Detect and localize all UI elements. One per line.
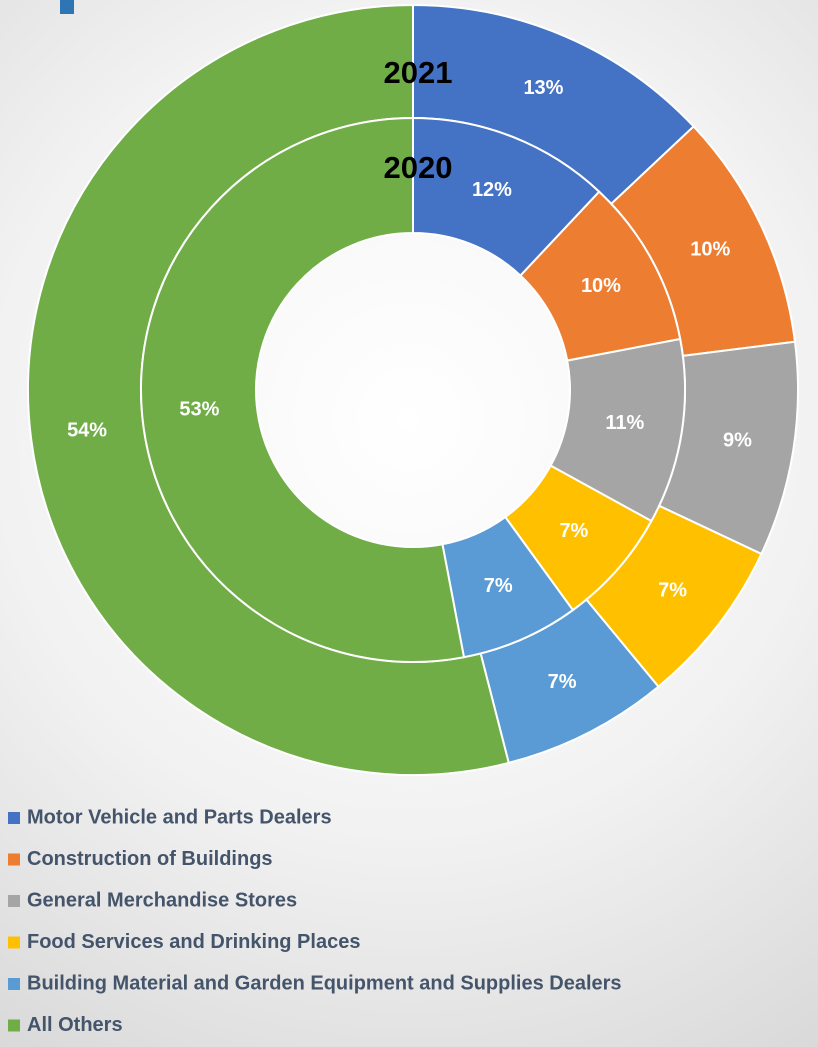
series-label: 2020 (384, 150, 453, 185)
data-label: 10% (690, 238, 730, 260)
data-label: 53% (179, 398, 219, 420)
data-label: 7% (484, 575, 513, 597)
data-label: 7% (559, 520, 588, 542)
legend-swatch (8, 853, 20, 866)
data-label: 13% (523, 77, 563, 99)
data-label: 7% (658, 580, 687, 602)
data-label: 12% (472, 179, 512, 201)
legend-label: Building Material and Garden Equipment a… (27, 972, 622, 994)
legend-label: Construction of Buildings (27, 848, 273, 870)
legend-swatch (8, 895, 20, 907)
series-label: 2021 (384, 55, 453, 90)
data-label: 10% (581, 275, 621, 297)
legend-swatch (8, 978, 20, 990)
legend-swatch (8, 1019, 20, 1032)
legend-swatch (8, 936, 20, 949)
data-label: 11% (605, 412, 644, 434)
legend-label: All Others (27, 1014, 123, 1036)
data-label: 7% (548, 671, 577, 693)
title-fragment (60, 0, 74, 14)
legend-swatch (8, 812, 20, 824)
legend-label: General Merchandise Stores (27, 889, 297, 911)
data-label: 9% (723, 430, 752, 452)
data-label: 54% (67, 419, 107, 441)
donut-segment (140, 116, 466, 663)
legend-label: Food Services and Drinking Places (27, 931, 360, 953)
legend-label: Motor Vehicle and Parts Dealers (27, 806, 332, 828)
